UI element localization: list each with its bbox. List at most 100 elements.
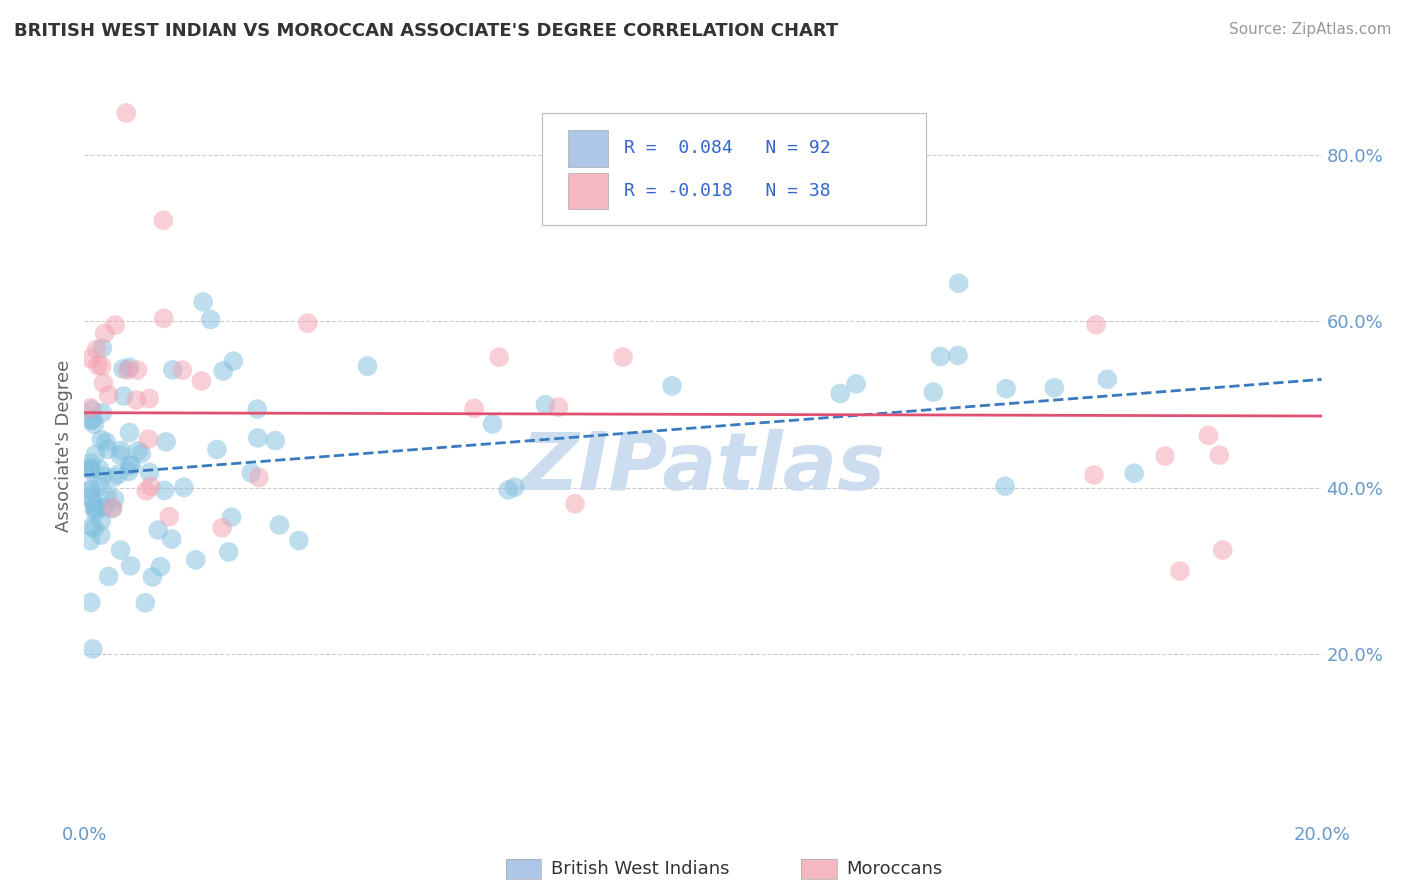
Point [84, 501, 107, 516]
Point [101, 500, 124, 515]
Text: Moroccans: Moroccans [846, 860, 942, 878]
Point [564, 497, 586, 511]
Point [108, 448, 131, 462]
Point [221, 510, 243, 524]
Point [97, 388, 120, 402]
Point [994, 479, 1017, 493]
Point [297, 316, 319, 330]
Point [79, 464, 101, 478]
Point [120, 558, 142, 573]
Text: R =  0.084   N = 92: R = 0.084 N = 92 [624, 139, 831, 157]
Point [79, 462, 101, 476]
Point [90, 514, 112, 528]
Point [80, 403, 103, 417]
Point [110, 443, 132, 458]
Point [356, 359, 378, 374]
Point [1085, 318, 1108, 332]
Point [127, 443, 149, 458]
Point [83, 417, 105, 432]
Point [191, 294, 214, 309]
Point [91, 341, 114, 355]
Point [135, 483, 157, 498]
Point [922, 385, 945, 400]
Point [96, 434, 118, 449]
Y-axis label: Associate's Degree: Associate's Degree [55, 359, 73, 533]
Point [84, 505, 107, 519]
Point [247, 470, 270, 484]
Point [110, 543, 132, 558]
Text: British West Indians: British West Indians [551, 860, 730, 878]
Point [929, 350, 952, 364]
Point [172, 363, 194, 377]
Point [269, 518, 291, 533]
Point [1123, 467, 1146, 481]
Point [246, 431, 269, 445]
Point [288, 533, 311, 548]
Point [107, 467, 129, 482]
Point [83, 500, 105, 515]
Point [246, 402, 269, 417]
Point [125, 392, 148, 407]
Point [118, 360, 141, 375]
Point [138, 392, 160, 406]
FancyBboxPatch shape [568, 172, 607, 210]
Point [463, 401, 485, 416]
Point [995, 382, 1018, 396]
Point [90, 359, 112, 373]
Point [488, 350, 510, 364]
Point [79, 483, 101, 498]
Point [149, 559, 172, 574]
Text: R = -0.018   N = 38: R = -0.018 N = 38 [624, 182, 831, 200]
Point [89, 480, 111, 494]
Point [138, 432, 160, 446]
Point [117, 363, 139, 377]
Point [94, 326, 117, 341]
Point [139, 479, 162, 493]
Point [79, 401, 101, 415]
Point [1083, 467, 1105, 482]
Point [547, 400, 569, 414]
Point [112, 362, 135, 376]
Point [212, 364, 235, 378]
Point [205, 442, 228, 457]
Point [184, 553, 207, 567]
Point [1154, 449, 1177, 463]
Point [90, 528, 112, 542]
Point [91, 406, 114, 420]
Point [155, 434, 177, 449]
Point [120, 458, 142, 472]
Point [89, 462, 111, 476]
Point [160, 532, 183, 546]
FancyBboxPatch shape [543, 112, 925, 225]
Point [91, 469, 114, 483]
Point [79, 461, 101, 475]
Point [101, 471, 124, 485]
Point [661, 379, 683, 393]
Point [141, 570, 163, 584]
Point [498, 483, 520, 497]
Point [1168, 564, 1191, 578]
Point [115, 106, 138, 120]
Point [79, 483, 101, 497]
Point [82, 642, 104, 657]
Point [153, 483, 176, 498]
Point [79, 491, 101, 505]
Point [101, 501, 124, 516]
Point [96, 488, 118, 502]
Point [112, 389, 135, 403]
Point [83, 521, 105, 535]
Point [946, 349, 969, 363]
Point [138, 466, 160, 480]
Point [134, 596, 156, 610]
Point [162, 363, 184, 377]
Point [1208, 448, 1230, 462]
Point [612, 350, 634, 364]
Point [87, 358, 110, 372]
Point [1043, 381, 1066, 395]
Point [79, 456, 101, 470]
Point [79, 533, 101, 548]
Text: Source: ZipAtlas.com: Source: ZipAtlas.com [1229, 22, 1392, 37]
Point [503, 480, 526, 494]
Text: BRITISH WEST INDIAN VS MOROCCAN ASSOCIATE'S DEGREE CORRELATION CHART: BRITISH WEST INDIAN VS MOROCCAN ASSOCIAT… [14, 22, 838, 40]
Point [84, 448, 107, 462]
